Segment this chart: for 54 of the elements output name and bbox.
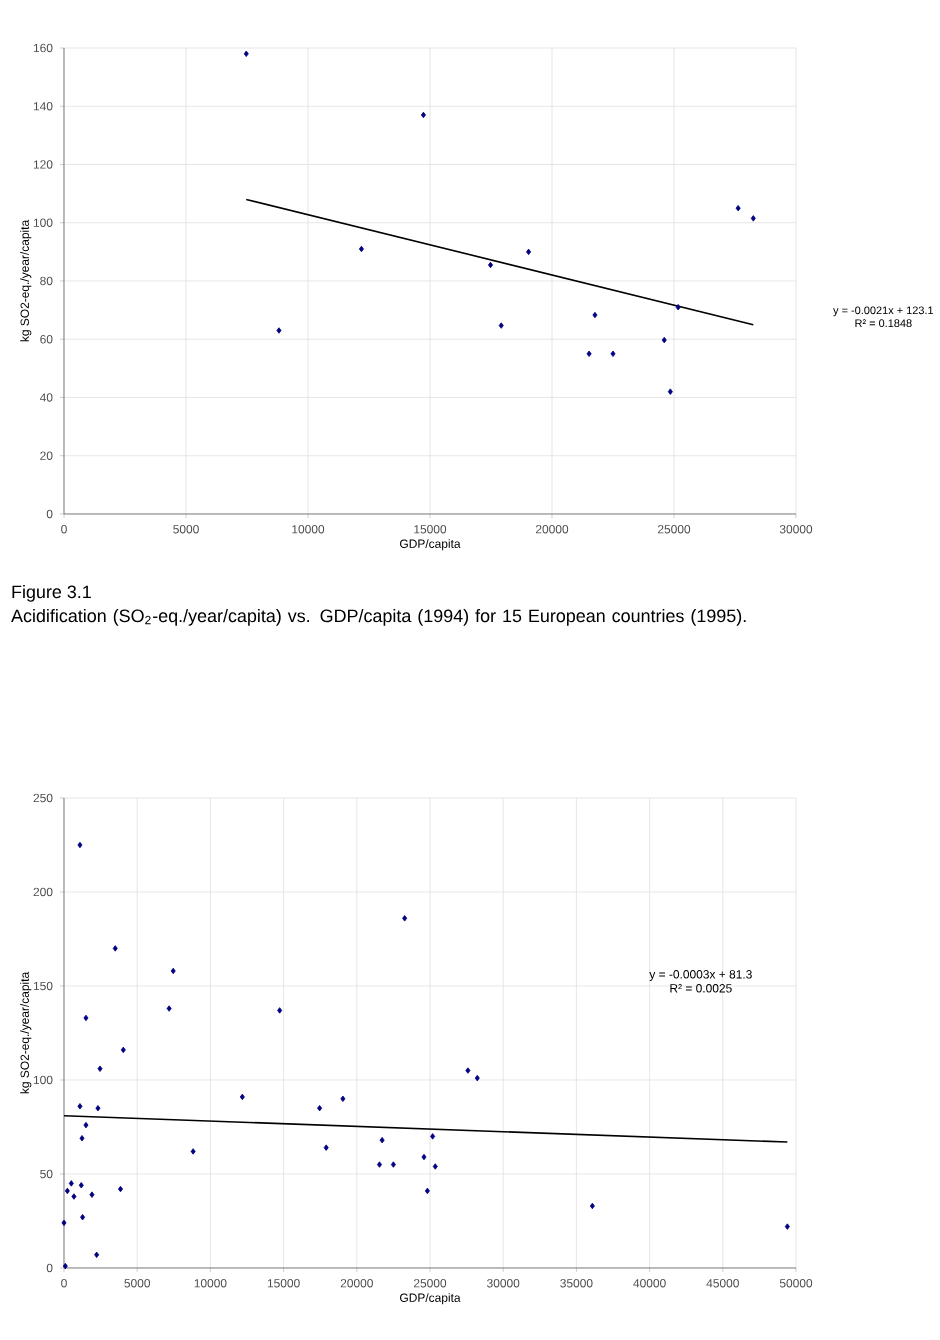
point <box>170 967 176 975</box>
point <box>390 1161 396 1168</box>
point <box>95 1105 101 1112</box>
point <box>589 1202 595 1210</box>
point <box>675 304 681 311</box>
point <box>80 1214 86 1221</box>
point <box>120 1046 126 1054</box>
point <box>276 327 282 334</box>
point <box>402 915 408 922</box>
caption: Figure 3.1 <box>12 585 91 602</box>
text: Acidification (SO$_{2}$-eq./year/capita) vs. GDP/capita (1994) for 15 European countries (1995). <box>11 609 746 626</box>
point <box>71 1193 77 1200</box>
point <box>586 350 592 357</box>
point <box>421 1153 427 1161</box>
point <box>526 248 532 256</box>
point <box>79 1135 85 1142</box>
point <box>61 1219 67 1227</box>
point <box>77 841 83 849</box>
point <box>239 1093 245 1101</box>
point <box>474 1074 480 1082</box>
point <box>317 1105 323 1112</box>
point <box>83 1014 89 1022</box>
point <box>77 1103 83 1110</box>
point <box>420 111 426 119</box>
point <box>68 1180 74 1187</box>
point <box>277 1007 283 1014</box>
point <box>94 1251 100 1259</box>
point <box>379 1136 385 1144</box>
point <box>661 336 667 344</box>
point <box>376 1161 382 1168</box>
point <box>784 1223 790 1230</box>
point <box>62 1262 68 1270</box>
point <box>498 322 504 329</box>
point <box>430 1133 436 1140</box>
point <box>166 1005 172 1012</box>
point <box>750 215 756 222</box>
point <box>112 945 118 952</box>
point <box>610 350 616 357</box>
point <box>358 245 364 253</box>
point <box>465 1067 471 1074</box>
point <box>89 1191 95 1198</box>
point <box>667 388 673 395</box>
point <box>424 1187 430 1195</box>
point <box>340 1095 346 1102</box>
point <box>83 1121 89 1129</box>
point <box>735 204 741 212</box>
point <box>323 1144 329 1151</box>
point <box>243 50 249 57</box>
point <box>592 311 598 319</box>
point <box>190 1148 196 1155</box>
point <box>78 1182 84 1189</box>
point <box>64 1187 70 1195</box>
point <box>97 1065 103 1072</box>
point <box>432 1163 438 1170</box>
